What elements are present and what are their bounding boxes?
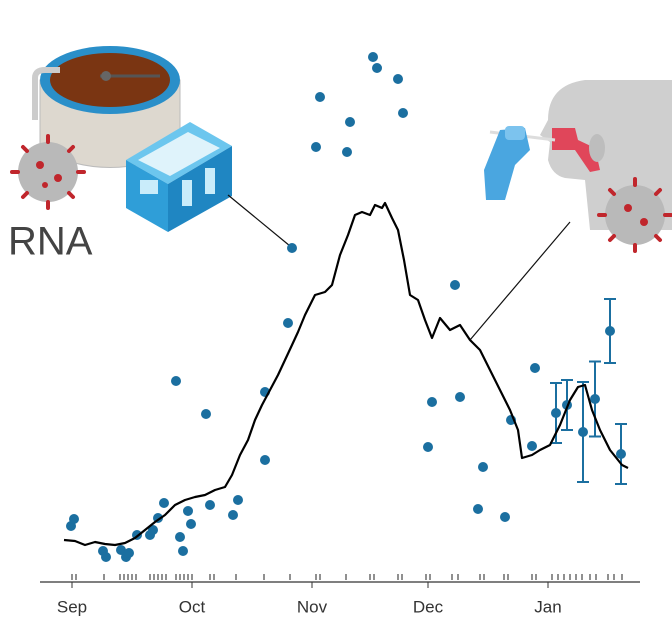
point [455,392,465,402]
point [605,326,615,336]
point [590,394,600,404]
point [530,363,540,373]
swab-hand [484,126,530,200]
point [450,280,460,290]
virus-right [599,179,671,251]
virus-left [12,136,84,208]
point [393,74,403,84]
point [427,397,437,407]
point [260,455,270,465]
point [527,441,537,451]
point [283,318,293,328]
point [171,376,181,386]
point [69,514,79,524]
point [368,52,378,62]
point [233,495,243,505]
point [159,498,169,508]
leader-line [228,195,290,246]
x-tick-label: Sep [57,597,87,616]
x-tick-label: Jan [534,597,561,616]
x-tick-label: Dec [413,597,444,616]
chart: RNA Sep Oct Nov Dec Jan [0,0,672,622]
point [311,142,321,152]
x-tick-label: Oct [179,597,206,616]
point [201,409,211,419]
point [423,442,433,452]
point [372,63,382,73]
point [500,512,510,522]
point [175,532,185,542]
point [205,500,215,510]
point [287,243,297,253]
rna-label: RNA [8,220,93,264]
point [228,510,238,520]
x-tick-label: Nov [297,597,328,616]
point [315,92,325,102]
leader-line [470,222,570,340]
point [551,408,561,418]
point [186,519,196,529]
point [398,108,408,118]
point [183,506,193,516]
point [478,462,488,472]
point [342,147,352,157]
point [578,427,588,437]
point [178,546,188,556]
point [616,449,626,459]
point [124,548,134,558]
point [101,552,111,562]
point [473,504,483,514]
point [345,117,355,127]
